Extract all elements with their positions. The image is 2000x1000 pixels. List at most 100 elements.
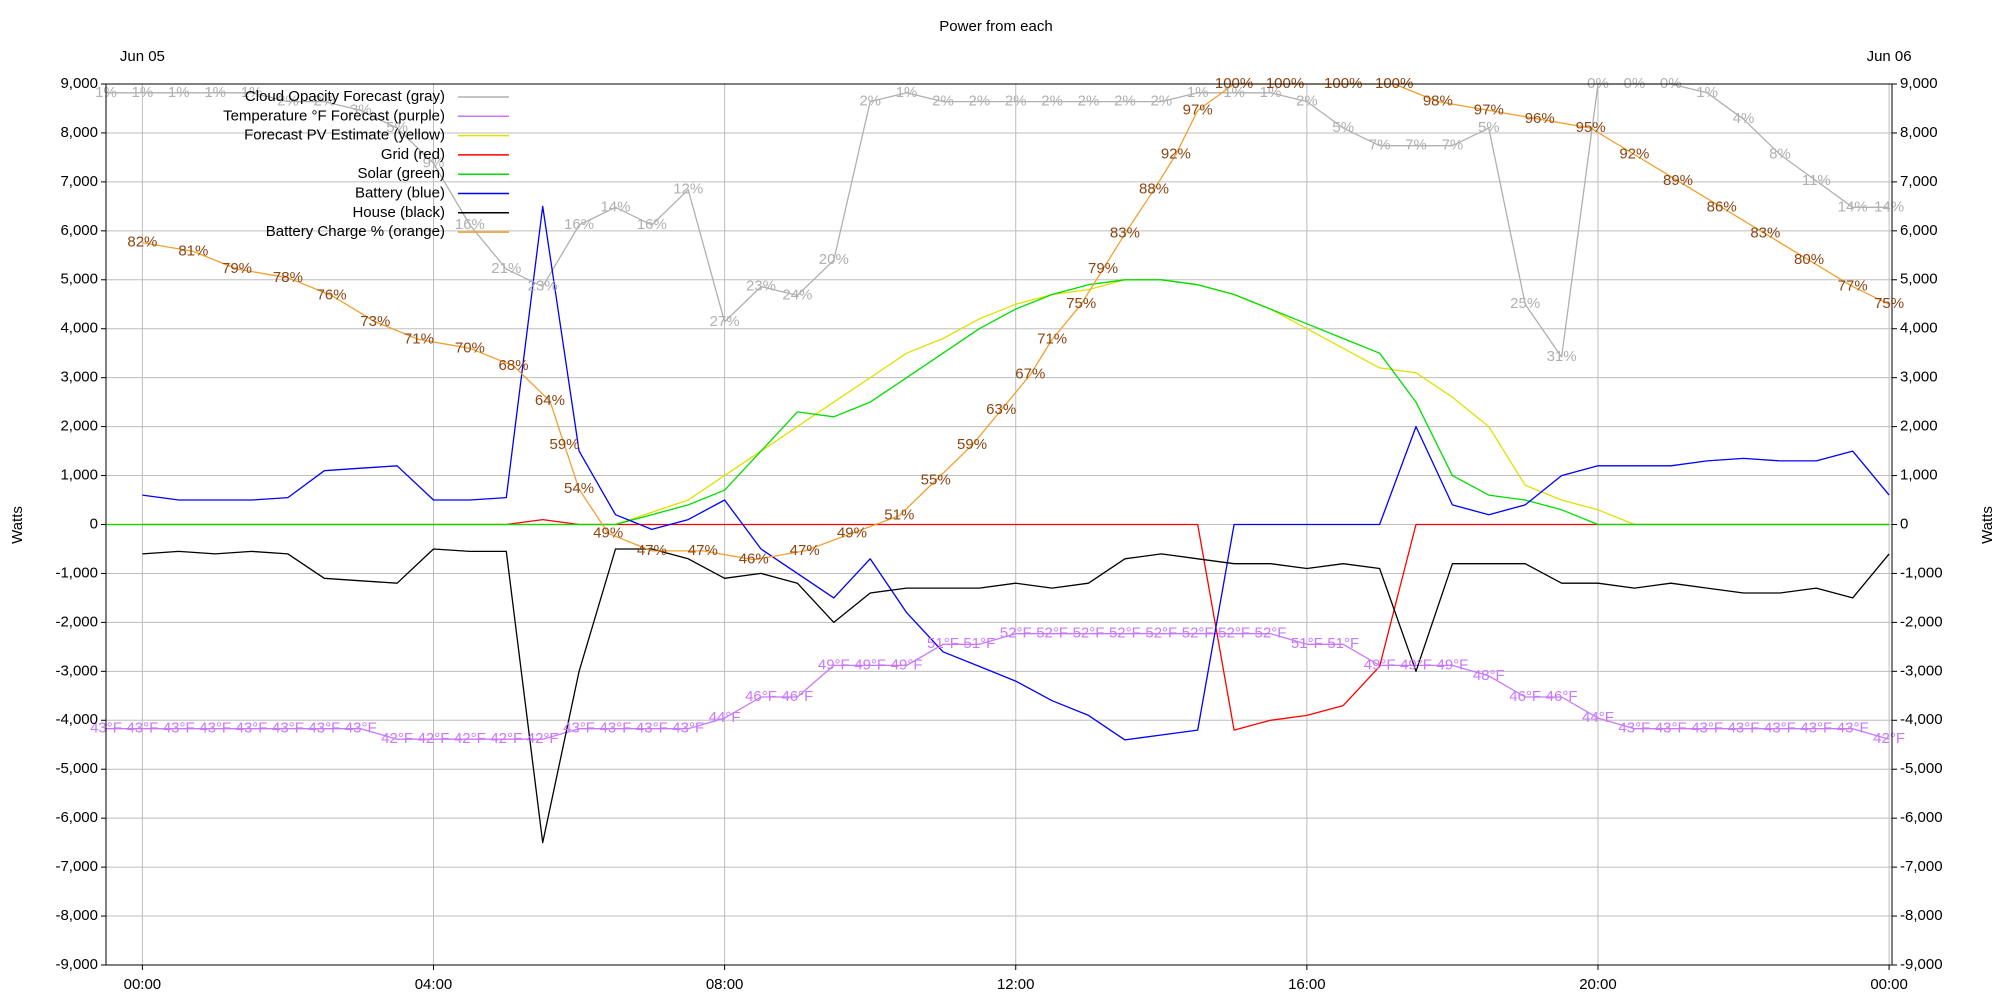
legend-label: Battery Charge % (orange) <box>266 223 445 240</box>
value-label: 7% <box>1442 137 1464 154</box>
value-label: 52°F <box>1255 625 1287 642</box>
value-label: 7% <box>1405 137 1427 154</box>
value-label: 82% <box>127 234 157 251</box>
y2-tick-label: -9,000 <box>1900 956 1943 973</box>
value-label: 2% <box>1296 93 1318 110</box>
legend-label: Battery (blue) <box>355 184 445 201</box>
value-label: 47% <box>637 542 667 559</box>
value-label: 71% <box>404 330 434 347</box>
y-tick-label: 3,000 <box>60 369 98 386</box>
data-labels: 1% 1% 1% 1% 1% 2% 2% 3% 5% 9% 16% 21% 23% 16% 14% 16% 12… <box>90 75 1905 747</box>
value-label: 73% <box>360 313 390 330</box>
y-tick-label: -9,000 <box>55 956 98 973</box>
value-label: 42°F <box>1873 730 1905 747</box>
value-label: 42°F <box>490 730 522 747</box>
value-label: 49% <box>593 524 623 541</box>
value-label: 49°F <box>854 656 886 673</box>
value-label: 49% <box>837 524 867 541</box>
value-label: 7% <box>1369 137 1391 154</box>
value-label: 43°F <box>563 720 595 737</box>
value-label: 42°F <box>418 730 450 747</box>
value-label: 100% <box>1375 75 1413 92</box>
value-label: 1% <box>132 84 154 101</box>
value-label: 2% <box>313 93 335 110</box>
value-label: 59% <box>957 436 987 453</box>
value-label: 2% <box>277 93 299 110</box>
value-label: 43°F <box>1618 720 1650 737</box>
value-label: 43°F <box>1655 720 1687 737</box>
date-label: Jun 05 <box>120 48 165 65</box>
value-label: 52°F <box>1109 625 1141 642</box>
value-label: 88% <box>1139 181 1169 198</box>
y-tick-label: 5,000 <box>60 271 98 288</box>
value-label: 43°F <box>672 720 704 737</box>
y2-tick-label: 8,000 <box>1900 124 1938 141</box>
y2-tick-label: 9,000 <box>1900 75 1938 92</box>
value-label: 2% <box>1005 93 1027 110</box>
y-tick-label: 7,000 <box>60 173 98 190</box>
value-label: 80% <box>1794 251 1824 268</box>
value-label: 1% <box>1696 84 1718 101</box>
y2-tick-label: 4,000 <box>1900 320 1938 337</box>
value-label: 20% <box>819 251 849 268</box>
value-label: 95% <box>1576 119 1606 136</box>
value-label: 67% <box>1015 366 1045 383</box>
y-tick-label: 2,000 <box>60 418 98 435</box>
value-label: 43°F <box>308 720 340 737</box>
value-label: 16% <box>637 216 667 233</box>
y2-tick-label: 3,000 <box>1900 369 1938 386</box>
value-label: 43°F <box>199 720 231 737</box>
value-label: 81% <box>178 242 208 259</box>
value-label: 5% <box>1478 119 1500 136</box>
legend-label: Cloud Opacity Forecast (gray) <box>245 88 445 105</box>
value-label: 43°F <box>163 720 195 737</box>
value-label: 47% <box>790 542 820 559</box>
value-label: 52°F <box>1073 625 1105 642</box>
value-label: 86% <box>1707 198 1737 215</box>
y-tick-label: -3,000 <box>55 662 98 679</box>
value-label: 5% <box>386 119 408 136</box>
value-label: 49°F <box>818 656 850 673</box>
legend-label: Forecast PV Estimate (yellow) <box>244 127 445 144</box>
value-label: 46°F <box>745 688 777 705</box>
value-label: 3% <box>350 101 372 118</box>
value-label: 1% <box>241 84 263 101</box>
value-label: 79% <box>222 260 252 277</box>
value-label: 43°F <box>1837 720 1869 737</box>
y-axis-label: Watts <box>9 506 26 544</box>
value-label: 97% <box>1183 101 1213 118</box>
value-label: 52°F <box>1000 625 1032 642</box>
value-label: 98% <box>1423 93 1453 110</box>
value-label: 75% <box>1874 295 1904 312</box>
x-tick-label: 16:00 <box>1288 976 1326 993</box>
y2-tick-label: 5,000 <box>1900 271 1938 288</box>
value-label: 43°F <box>126 720 158 737</box>
value-label: 71% <box>1037 330 1067 347</box>
value-label: 49°F <box>1436 656 1468 673</box>
value-label: 5% <box>1332 119 1354 136</box>
y-tick-label: -2,000 <box>55 613 98 630</box>
value-label: 97% <box>1474 101 1504 118</box>
value-label: 2% <box>1078 93 1100 110</box>
value-label: 43°F <box>1764 720 1796 737</box>
value-label: 2% <box>932 93 954 110</box>
series-line <box>142 83 1890 561</box>
value-label: 49°F <box>891 656 923 673</box>
value-label: 11% <box>1802 172 1831 189</box>
chart-title: Power from each <box>939 18 1052 35</box>
value-label: 79% <box>1088 260 1118 277</box>
value-label: 46% <box>739 551 769 568</box>
value-label: 76% <box>317 286 347 303</box>
series-line <box>142 548 1890 844</box>
value-label: 43°F <box>345 720 377 737</box>
y2-tick-label: 1,000 <box>1900 467 1938 484</box>
y2-tick-label: -7,000 <box>1900 858 1943 875</box>
y2-tick-label: -8,000 <box>1900 907 1943 924</box>
value-label: 2% <box>1150 93 1172 110</box>
value-label: 1% <box>1187 84 1209 101</box>
legend-label: House (black) <box>352 204 445 221</box>
x-tick-label: 20:00 <box>1579 976 1617 993</box>
value-label: 100% <box>1324 75 1362 92</box>
y-tick-label: 4,000 <box>60 320 98 337</box>
y-tick-label: -7,000 <box>55 858 98 875</box>
